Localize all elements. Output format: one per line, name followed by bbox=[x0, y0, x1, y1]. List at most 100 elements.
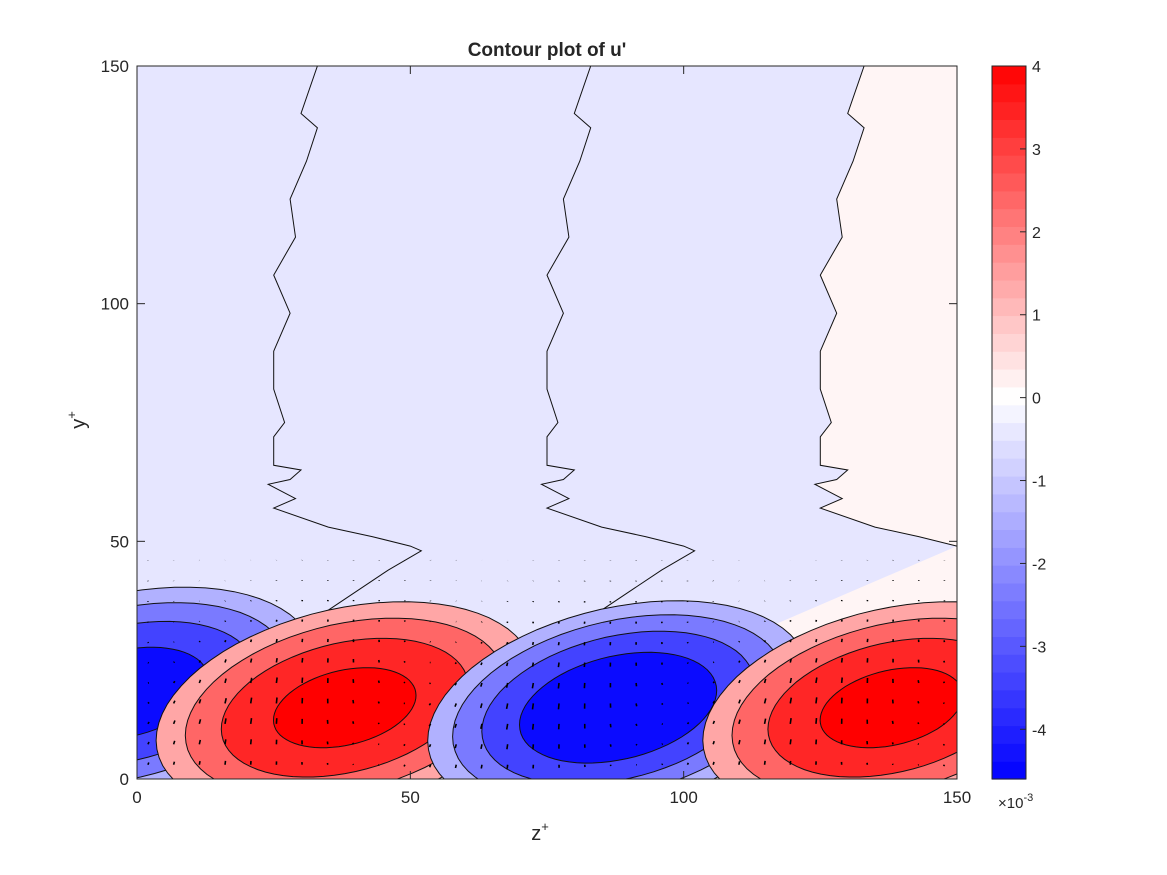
chart-title: Contour plot of u' bbox=[468, 40, 627, 61]
vector-arrow bbox=[917, 743, 920, 745]
vector-arrow bbox=[173, 661, 176, 664]
vector-arrow bbox=[224, 659, 227, 663]
vector-arrow bbox=[505, 662, 509, 667]
vector-arrow bbox=[198, 640, 201, 643]
vector-arrow bbox=[712, 720, 716, 725]
vector-arrow bbox=[789, 739, 792, 745]
vector-arrow bbox=[942, 764, 946, 767]
vector-arrow bbox=[198, 679, 202, 684]
y-axis-label: y+ bbox=[64, 411, 90, 429]
vector-arrow bbox=[712, 700, 716, 704]
vector-arrow bbox=[738, 640, 741, 643]
colorbar-band bbox=[992, 262, 1026, 281]
vector-arrow bbox=[942, 681, 946, 684]
vector-arrow bbox=[635, 743, 638, 746]
colorbar-band bbox=[992, 173, 1026, 192]
colorbar-tick-label: 3 bbox=[1032, 142, 1041, 159]
colorbar-band bbox=[992, 244, 1026, 263]
vector-arrow bbox=[454, 703, 458, 707]
vector-arrow bbox=[738, 679, 741, 684]
vector-arrow bbox=[531, 682, 535, 689]
vector-arrow bbox=[172, 680, 176, 684]
vector-arrow bbox=[635, 723, 638, 727]
colorbar-band bbox=[992, 458, 1026, 477]
vector-arrow bbox=[301, 657, 304, 663]
vector-arrow bbox=[275, 677, 278, 684]
colorbar-band bbox=[992, 351, 1026, 370]
colorbar-band bbox=[992, 101, 1026, 120]
colorbar-band bbox=[992, 618, 1026, 637]
vector-arrow bbox=[763, 718, 767, 725]
vector-arrow bbox=[635, 703, 638, 707]
colorbar-band bbox=[992, 565, 1026, 584]
y-tick-label: 150 bbox=[101, 57, 129, 76]
colorbar-band bbox=[992, 529, 1026, 548]
colorbar-band bbox=[992, 493, 1026, 513]
x-axis-label: z+ bbox=[531, 819, 549, 845]
vector-arrow bbox=[815, 658, 818, 663]
vector-arrow bbox=[377, 764, 380, 766]
colorbar-tick-label: -1 bbox=[1032, 474, 1046, 491]
vector-arrow bbox=[815, 697, 818, 704]
vector-arrow bbox=[557, 703, 560, 710]
vector-arrow bbox=[763, 659, 767, 663]
colorbar-band bbox=[992, 707, 1026, 727]
vector-arrow bbox=[763, 739, 767, 745]
vector-arrow bbox=[454, 682, 457, 686]
vector-arrow bbox=[429, 682, 432, 685]
x-tick-label: 100 bbox=[669, 788, 697, 807]
colorbar-tick-label: 4 bbox=[1032, 59, 1041, 76]
vector-arrow bbox=[275, 638, 278, 643]
colorbar-band bbox=[992, 279, 1026, 299]
colorbar-band bbox=[992, 547, 1026, 566]
vector-arrow bbox=[249, 677, 253, 684]
vector-arrow bbox=[198, 739, 202, 745]
plot-frame bbox=[136, 65, 958, 780]
colorbar-tick-label: 1 bbox=[1032, 308, 1041, 325]
velocity-vectors bbox=[147, 559, 946, 769]
vector-arrow bbox=[943, 660, 946, 663]
vector-arrow bbox=[147, 721, 150, 725]
vector-arrow bbox=[917, 722, 920, 725]
vector-arrow bbox=[686, 762, 690, 766]
colorbar-band bbox=[992, 440, 1026, 459]
colorbar-band bbox=[992, 297, 1026, 317]
vector-arrow bbox=[454, 662, 457, 665]
vector-arrow bbox=[352, 763, 355, 766]
y-axis: 0 50 100 150 bbox=[101, 57, 957, 789]
vector-arrow bbox=[686, 742, 690, 745]
colorbar-band bbox=[992, 422, 1026, 441]
colorbar-band bbox=[992, 83, 1026, 103]
vector-arrow bbox=[224, 718, 227, 725]
vector-arrow bbox=[840, 677, 843, 684]
vector-arrow bbox=[738, 699, 741, 704]
negative-region bbox=[415, 66, 957, 779]
colorbar-tick-label: 0 bbox=[1032, 391, 1041, 408]
vector-arrow bbox=[172, 700, 176, 704]
vector-arrow bbox=[686, 721, 690, 725]
vector-arrow bbox=[686, 662, 689, 664]
colorbar-band bbox=[992, 369, 1026, 388]
x-tick-label: 0 bbox=[132, 788, 141, 807]
x-tick-label: 50 bbox=[401, 788, 420, 807]
zero-contour-line bbox=[142, 66, 423, 779]
vector-arrow bbox=[403, 660, 406, 663]
vector-arrow bbox=[403, 764, 406, 767]
vector-arrow bbox=[479, 703, 483, 709]
vector-arrow bbox=[531, 723, 535, 730]
plot-area bbox=[136, 65, 958, 780]
streak-contours bbox=[137, 586, 957, 779]
vector-arrow bbox=[403, 743, 406, 747]
vector-arrow bbox=[147, 762, 150, 766]
vector-arrow bbox=[557, 682, 560, 689]
vector-arrow bbox=[224, 698, 227, 704]
colorbar-band bbox=[992, 208, 1026, 227]
vector-arrow bbox=[763, 678, 767, 684]
vector-arrow bbox=[224, 678, 227, 684]
vector-arrow bbox=[198, 699, 202, 704]
vector-arrow bbox=[275, 657, 278, 663]
vector-arrow bbox=[377, 722, 380, 725]
vector-arrow bbox=[249, 658, 253, 663]
colorbar-frame bbox=[991, 65, 1027, 780]
vector-arrow bbox=[738, 761, 741, 765]
